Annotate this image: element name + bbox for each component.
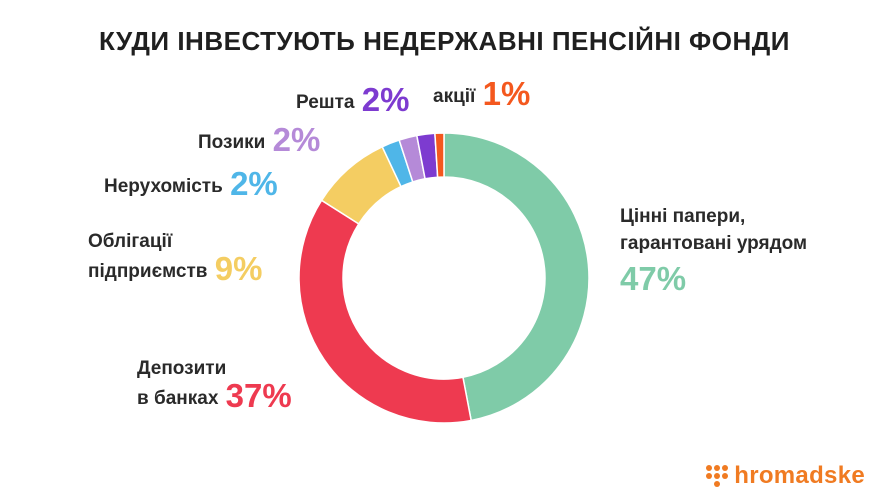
slice-gov-securities xyxy=(443,132,590,422)
label-loans-text: Позики xyxy=(198,132,266,153)
label-deposits: Депозити в банках 37% xyxy=(137,355,292,412)
value-label-gov: 47% xyxy=(620,260,687,297)
value-label-bonds: 9% xyxy=(214,250,263,287)
hromadske-logo: hromadske xyxy=(706,462,865,490)
slice-deposits xyxy=(298,199,473,424)
label-bonds: Облігації підприємств 9% xyxy=(88,228,262,285)
label-rest-text: Решта xyxy=(296,92,355,113)
label-gov-line2: гарантовані урядом xyxy=(620,233,808,254)
value-label-deposits: 37% xyxy=(225,377,292,414)
label-rest: Решта 2% xyxy=(296,83,409,116)
label-loans: Позики 2% xyxy=(198,123,320,156)
value-label-rest: 2% xyxy=(361,81,410,118)
label-gov-line1: Цінні папери, xyxy=(620,206,746,227)
value-label-loans: 2% xyxy=(272,121,321,158)
value-label-stocks: 1% xyxy=(482,75,531,112)
slice-stocks xyxy=(434,132,445,178)
label-stocks: акції 1% xyxy=(433,77,530,110)
label-realty-text: Нерухомість xyxy=(104,176,223,197)
label-bonds-line1: Облігації xyxy=(88,231,173,252)
label-real-estate: Нерухомість 2% xyxy=(104,167,278,200)
label-stocks-text: акції xyxy=(433,86,476,107)
logo-dots-icon xyxy=(706,465,729,487)
value-label-real-estate: 2% xyxy=(230,165,278,202)
label-bonds-line2: підприємств xyxy=(88,261,208,282)
label-gov-securities: Цінні папери, гарантовані урядом 47% xyxy=(620,203,808,297)
logo-text: hromadske xyxy=(734,462,865,489)
label-dep-line1: Депозити xyxy=(137,358,227,379)
chart-title: КУДИ ІНВЕСТУЮТЬ НЕДЕРЖАВНІ ПЕНСІЙНІ ФОНД… xyxy=(99,26,790,56)
label-dep-line2: в банках xyxy=(137,388,219,409)
